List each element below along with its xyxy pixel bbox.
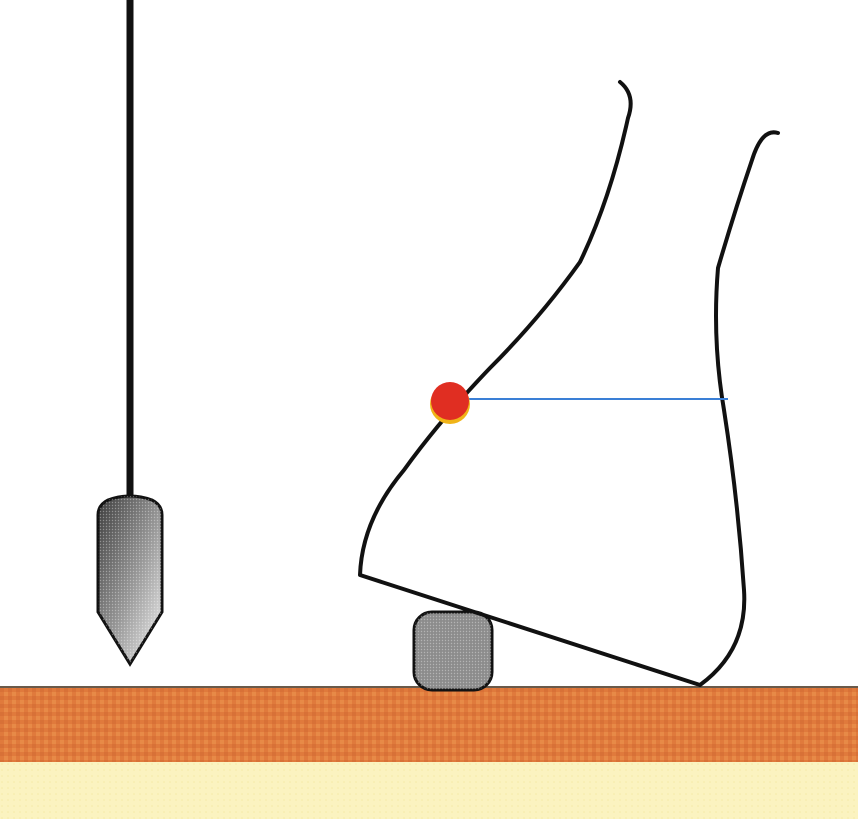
- marker-dot: [430, 382, 470, 424]
- hoof-front-outline: [358, 80, 702, 687]
- plumb-bob: [96, 494, 164, 667]
- ground-surface: [0, 686, 858, 762]
- sand-layer: [0, 760, 858, 819]
- support-block: [412, 610, 494, 692]
- hoof-back-outline: [698, 130, 780, 687]
